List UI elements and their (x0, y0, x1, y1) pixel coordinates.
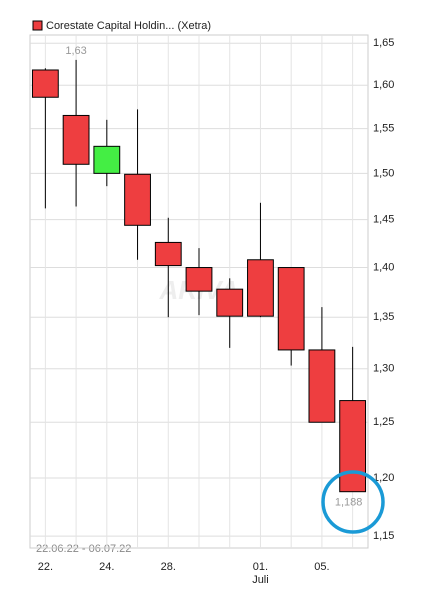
legend-swatch (32, 20, 43, 31)
y-tick-label: 1,30 (373, 363, 394, 375)
candle-body (308, 349, 336, 423)
y-tick-label: 1,35 (373, 311, 394, 323)
date-range: 22.06.22 - 06.07.22 (36, 543, 131, 555)
x-tick-label: 24. (99, 561, 114, 573)
y-tick-label: 1,15 (373, 530, 394, 542)
y-tick-label: 1,50 (373, 167, 394, 179)
candle-body (247, 259, 274, 317)
candle-body (154, 241, 182, 267)
y-tick-label: 1,40 (373, 261, 394, 273)
candle-body (93, 145, 121, 174)
candle-body (31, 69, 59, 98)
annotation: 1,188 (335, 497, 363, 509)
legend-label: Corestate Capital Holdin... (Xetra) (46, 20, 211, 32)
x-tick-label: 01. (253, 561, 268, 573)
x-tick-label: 05. (314, 561, 329, 573)
x-tick-label: 28. (161, 561, 176, 573)
y-tick-label: 1,25 (373, 416, 394, 428)
highlight-circle (321, 470, 385, 534)
candle-body (185, 267, 213, 292)
y-tick-label: 1,60 (373, 79, 394, 91)
month-label: Juli (252, 574, 269, 586)
x-tick-label: 22. (38, 561, 53, 573)
annotation: 1,63 (65, 45, 86, 57)
candle-body (339, 400, 367, 493)
candle-body (216, 288, 244, 317)
y-tick-label: 1,45 (373, 214, 394, 226)
candle-body (62, 114, 90, 165)
y-tick-label: 1,20 (373, 472, 394, 484)
y-tick-label: 1,65 (373, 37, 394, 49)
candle-body (124, 173, 151, 226)
y-tick-label: 1,55 (373, 123, 394, 135)
candle-body (277, 267, 305, 351)
